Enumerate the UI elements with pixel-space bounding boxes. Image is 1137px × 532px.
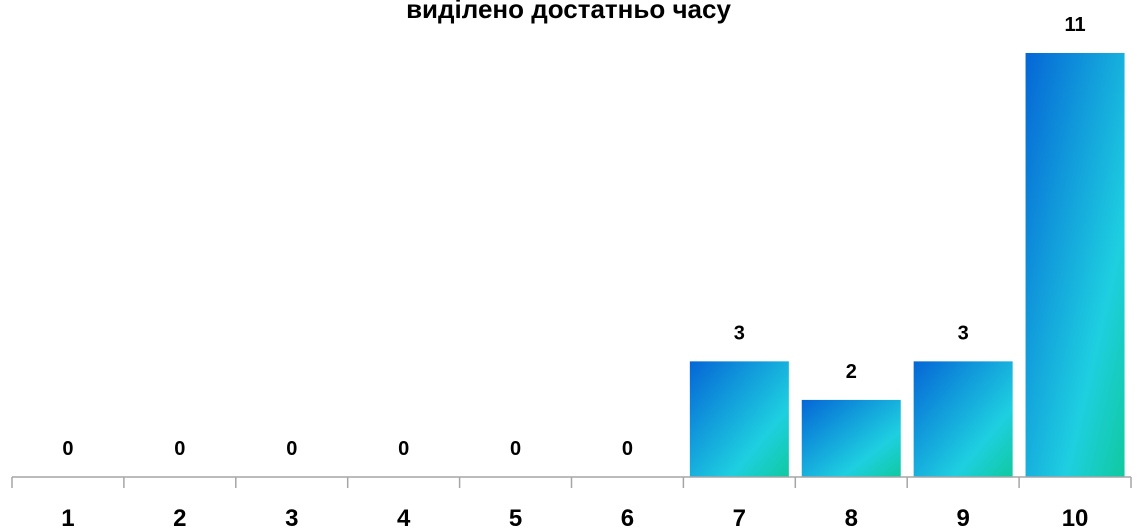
data-label-10: 11 xyxy=(1064,14,1085,36)
bar-7 xyxy=(689,361,789,477)
x-tick-label-6: 6 xyxy=(621,505,634,532)
data-label-1: 0 xyxy=(62,438,73,460)
data-label-6: 0 xyxy=(622,438,633,460)
data-label-8: 2 xyxy=(846,361,857,383)
bar-8 xyxy=(801,399,901,477)
x-tick-label-2: 2 xyxy=(173,505,186,532)
data-label-3: 0 xyxy=(286,438,297,460)
x-tick-label-8: 8 xyxy=(845,505,858,532)
x-tick-label-10: 10 xyxy=(1062,505,1089,532)
x-tick-label-4: 4 xyxy=(397,505,411,532)
x-tick-label-3: 3 xyxy=(285,505,298,532)
data-label-5: 0 xyxy=(510,438,521,460)
x-tick-label-7: 7 xyxy=(733,505,746,532)
data-label-4: 0 xyxy=(398,438,409,460)
data-label-9: 3 xyxy=(958,322,969,344)
x-tick-label-5: 5 xyxy=(509,505,522,532)
x-tick-label-9: 9 xyxy=(956,505,969,532)
chart-title: виділено достатньо часу xyxy=(406,0,731,24)
x-tick-label-1: 1 xyxy=(61,505,74,532)
bar-9 xyxy=(913,361,1013,477)
data-label-2: 0 xyxy=(174,438,185,460)
bar-10 xyxy=(1025,53,1125,477)
data-label-7: 3 xyxy=(734,322,745,344)
